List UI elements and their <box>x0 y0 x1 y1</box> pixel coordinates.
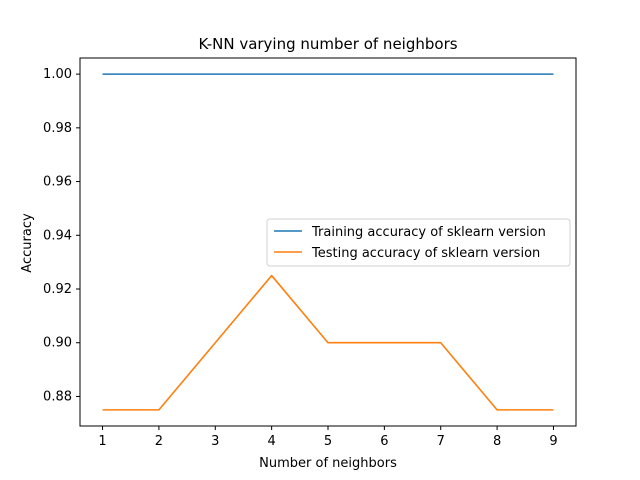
x-tick-label-5: 5 <box>324 434 332 449</box>
y-tick-label-2: 0.90 <box>43 336 72 351</box>
x-tick-label-4: 4 <box>267 434 275 449</box>
plot-frame <box>79 57 577 427</box>
y-tick-label-1: 0.88 <box>43 389 72 404</box>
x-tick-label-1: 1 <box>98 434 106 449</box>
series-line-2 <box>102 274 554 411</box>
x-tick-label-2: 2 <box>155 434 163 449</box>
x-tick-label-6: 6 <box>380 434 388 449</box>
y-tick-label-5: 0.96 <box>43 175 72 190</box>
legend-label-1: Training accuracy of sklearn version <box>311 225 546 240</box>
y-tick-label-6: 0.98 <box>43 121 72 136</box>
y-axis-label: Accuracy <box>20 213 35 273</box>
y-tick-label-3: 0.92 <box>43 282 72 297</box>
legend-label-2: Testing accuracy of sklearn version <box>311 246 540 261</box>
y-tick-label-7: 1.00 <box>43 67 72 82</box>
x-axis-label: Number of neighbors <box>259 456 397 471</box>
legend-box <box>266 218 571 267</box>
y-tick-label-4: 0.94 <box>43 228 72 243</box>
x-tick-label-9: 9 <box>549 434 557 449</box>
x-tick-label-8: 8 <box>493 434 501 449</box>
chart-title: K-NN varying number of neighbors <box>198 35 457 53</box>
x-tick-label-3: 3 <box>211 434 219 449</box>
x-tick-label-7: 7 <box>437 434 445 449</box>
legend: Training accuracy of sklearn version Test… <box>266 218 571 267</box>
